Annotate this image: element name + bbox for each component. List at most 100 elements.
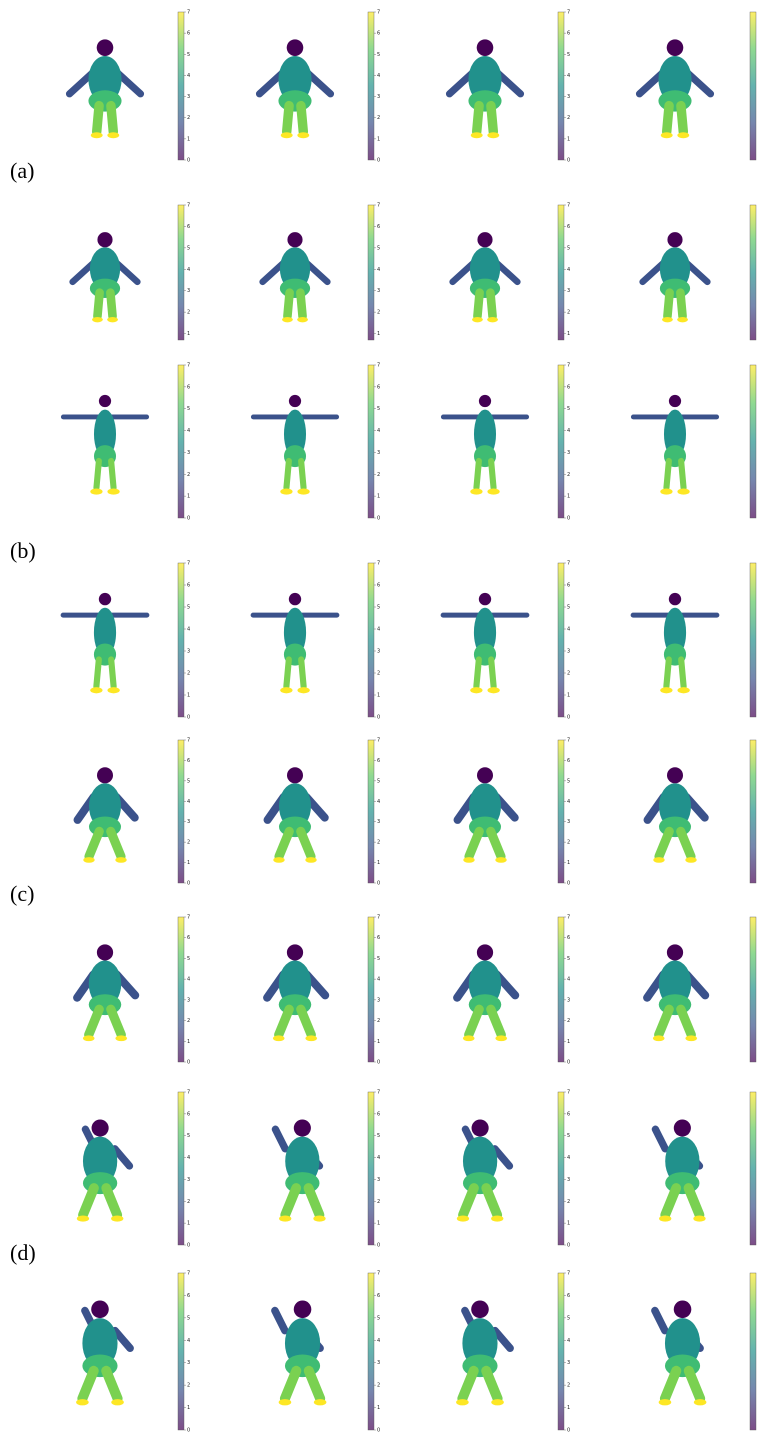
colorbar-tick-label: 5 <box>377 778 380 784</box>
limb <box>275 1129 285 1149</box>
colorbar-tick-label: 4 <box>377 73 380 79</box>
colorbar-tick-label: 4 <box>567 977 570 983</box>
colorbar-tick-label: 1 <box>377 1221 380 1227</box>
colorbar-tick-label: 2 <box>567 472 570 478</box>
colorbar-tick-label: 2 <box>377 1018 380 1024</box>
colorbar-tick-label: 4 <box>377 1155 380 1161</box>
colorbar-tick-label: 0 <box>187 516 190 522</box>
colorbar-tick-label: 0 <box>567 1060 570 1066</box>
colorbar-tick-label: 3 <box>377 450 380 456</box>
limb <box>82 1371 93 1399</box>
colorbar-tick-label: 3 <box>187 649 190 655</box>
colorbar-tick-label: 1 <box>187 1405 190 1411</box>
limb <box>469 831 479 856</box>
human-point-cloud <box>263 232 328 322</box>
human-point-cloud <box>449 39 520 138</box>
hips <box>470 279 500 298</box>
limb <box>111 1009 121 1035</box>
colorbar-tick-label: 7 <box>377 203 380 209</box>
colorbar-tick-label: 5 <box>377 406 380 412</box>
head <box>479 593 491 605</box>
limb <box>275 1311 285 1331</box>
foot <box>660 489 672 495</box>
limb <box>665 1371 676 1399</box>
limb <box>285 1188 296 1215</box>
head <box>289 395 301 407</box>
colorbar-tick-label: 6 <box>377 1111 380 1117</box>
colorbar-tick-label: 6 <box>567 1293 570 1299</box>
foot <box>661 132 673 138</box>
human-point-cloud <box>77 1119 130 1221</box>
colorbar-tick-label: 3 <box>187 819 190 825</box>
head <box>97 39 114 56</box>
colorbar-tick-label: 5 <box>567 52 570 58</box>
foot <box>107 687 119 693</box>
head <box>479 395 491 407</box>
foot <box>77 1216 89 1222</box>
colorbar-tick-label: 4 <box>187 428 190 434</box>
colorbar-tick-label: 5 <box>567 406 570 412</box>
colorbar-tick-label: 7 <box>567 738 570 744</box>
foot <box>659 1399 672 1405</box>
colorbar-tick-label: 2 <box>567 1018 570 1024</box>
colorbar-tick-label: 7 <box>567 10 570 16</box>
human-point-cloud <box>458 767 515 863</box>
colorbar-tick-label: 6 <box>187 935 190 941</box>
colorbar-tick-label: 3 <box>567 997 570 1003</box>
head <box>294 1119 311 1136</box>
colorbar-tick-label: 1 <box>377 136 380 142</box>
colorbar-tick-label: 2 <box>187 1199 190 1205</box>
colorbar-tick-label: 6 <box>187 583 190 589</box>
foot <box>280 489 292 495</box>
colorbar-tick-label: 5 <box>567 956 570 962</box>
foot <box>297 317 308 322</box>
foot <box>487 317 498 322</box>
foot <box>111 1399 124 1405</box>
colorbar-tick-label: 7 <box>187 915 190 921</box>
colorbar <box>178 917 184 1062</box>
foot <box>487 132 499 138</box>
colorbar-tick-label: 6 <box>567 758 570 764</box>
colorbar-tick-label: 7 <box>377 363 380 369</box>
limb <box>89 831 99 856</box>
head <box>287 39 304 56</box>
colorbar-tick-label: 4 <box>187 799 190 805</box>
colorbar-tick-label: 7 <box>187 1271 190 1277</box>
colorbar-tick-label: 1 <box>187 1221 190 1227</box>
colorbar-tick-label: 7 <box>377 561 380 567</box>
limb <box>106 1371 117 1399</box>
colorbar-tick-label: 3 <box>187 94 190 100</box>
colorbar <box>178 365 184 518</box>
limb <box>666 461 668 488</box>
colorbar-tick-label: 6 <box>187 1293 190 1299</box>
colorbar-tick-label: 3 <box>567 1360 570 1366</box>
colorbar <box>178 205 184 340</box>
head <box>287 944 303 960</box>
limb <box>469 1009 479 1035</box>
colorbar-tick-label: 5 <box>377 1315 380 1321</box>
human-point-cloud <box>63 593 147 693</box>
colorbar-tick-label: 6 <box>187 31 190 37</box>
colorbar-tick-label: 6 <box>567 224 570 230</box>
human-point-cloud <box>63 395 146 495</box>
foot <box>314 1399 327 1405</box>
foot <box>76 1399 89 1405</box>
human-point-cloud <box>78 767 135 863</box>
colorbar <box>368 1092 374 1245</box>
colorbar-tick-label: 1 <box>377 331 380 337</box>
limb <box>279 831 289 856</box>
limb <box>97 106 99 132</box>
colorbar-tick-label: 0 <box>187 158 190 164</box>
colorbar <box>558 1092 564 1245</box>
limb <box>681 1009 691 1035</box>
foot <box>115 857 126 863</box>
colorbar-tick-label: 7 <box>377 738 380 744</box>
colorbar-tick-label: 4 <box>187 1155 190 1161</box>
colorbar-tick-label: 2 <box>567 310 570 316</box>
colorbar-tick-label: 0 <box>187 715 190 721</box>
limb <box>83 1188 94 1215</box>
colorbar-tick-label: 2 <box>377 1383 380 1389</box>
colorbar <box>750 12 756 160</box>
colorbar-tick-label: 1 <box>187 860 190 866</box>
colorbar-tick-label: 1 <box>187 331 190 337</box>
